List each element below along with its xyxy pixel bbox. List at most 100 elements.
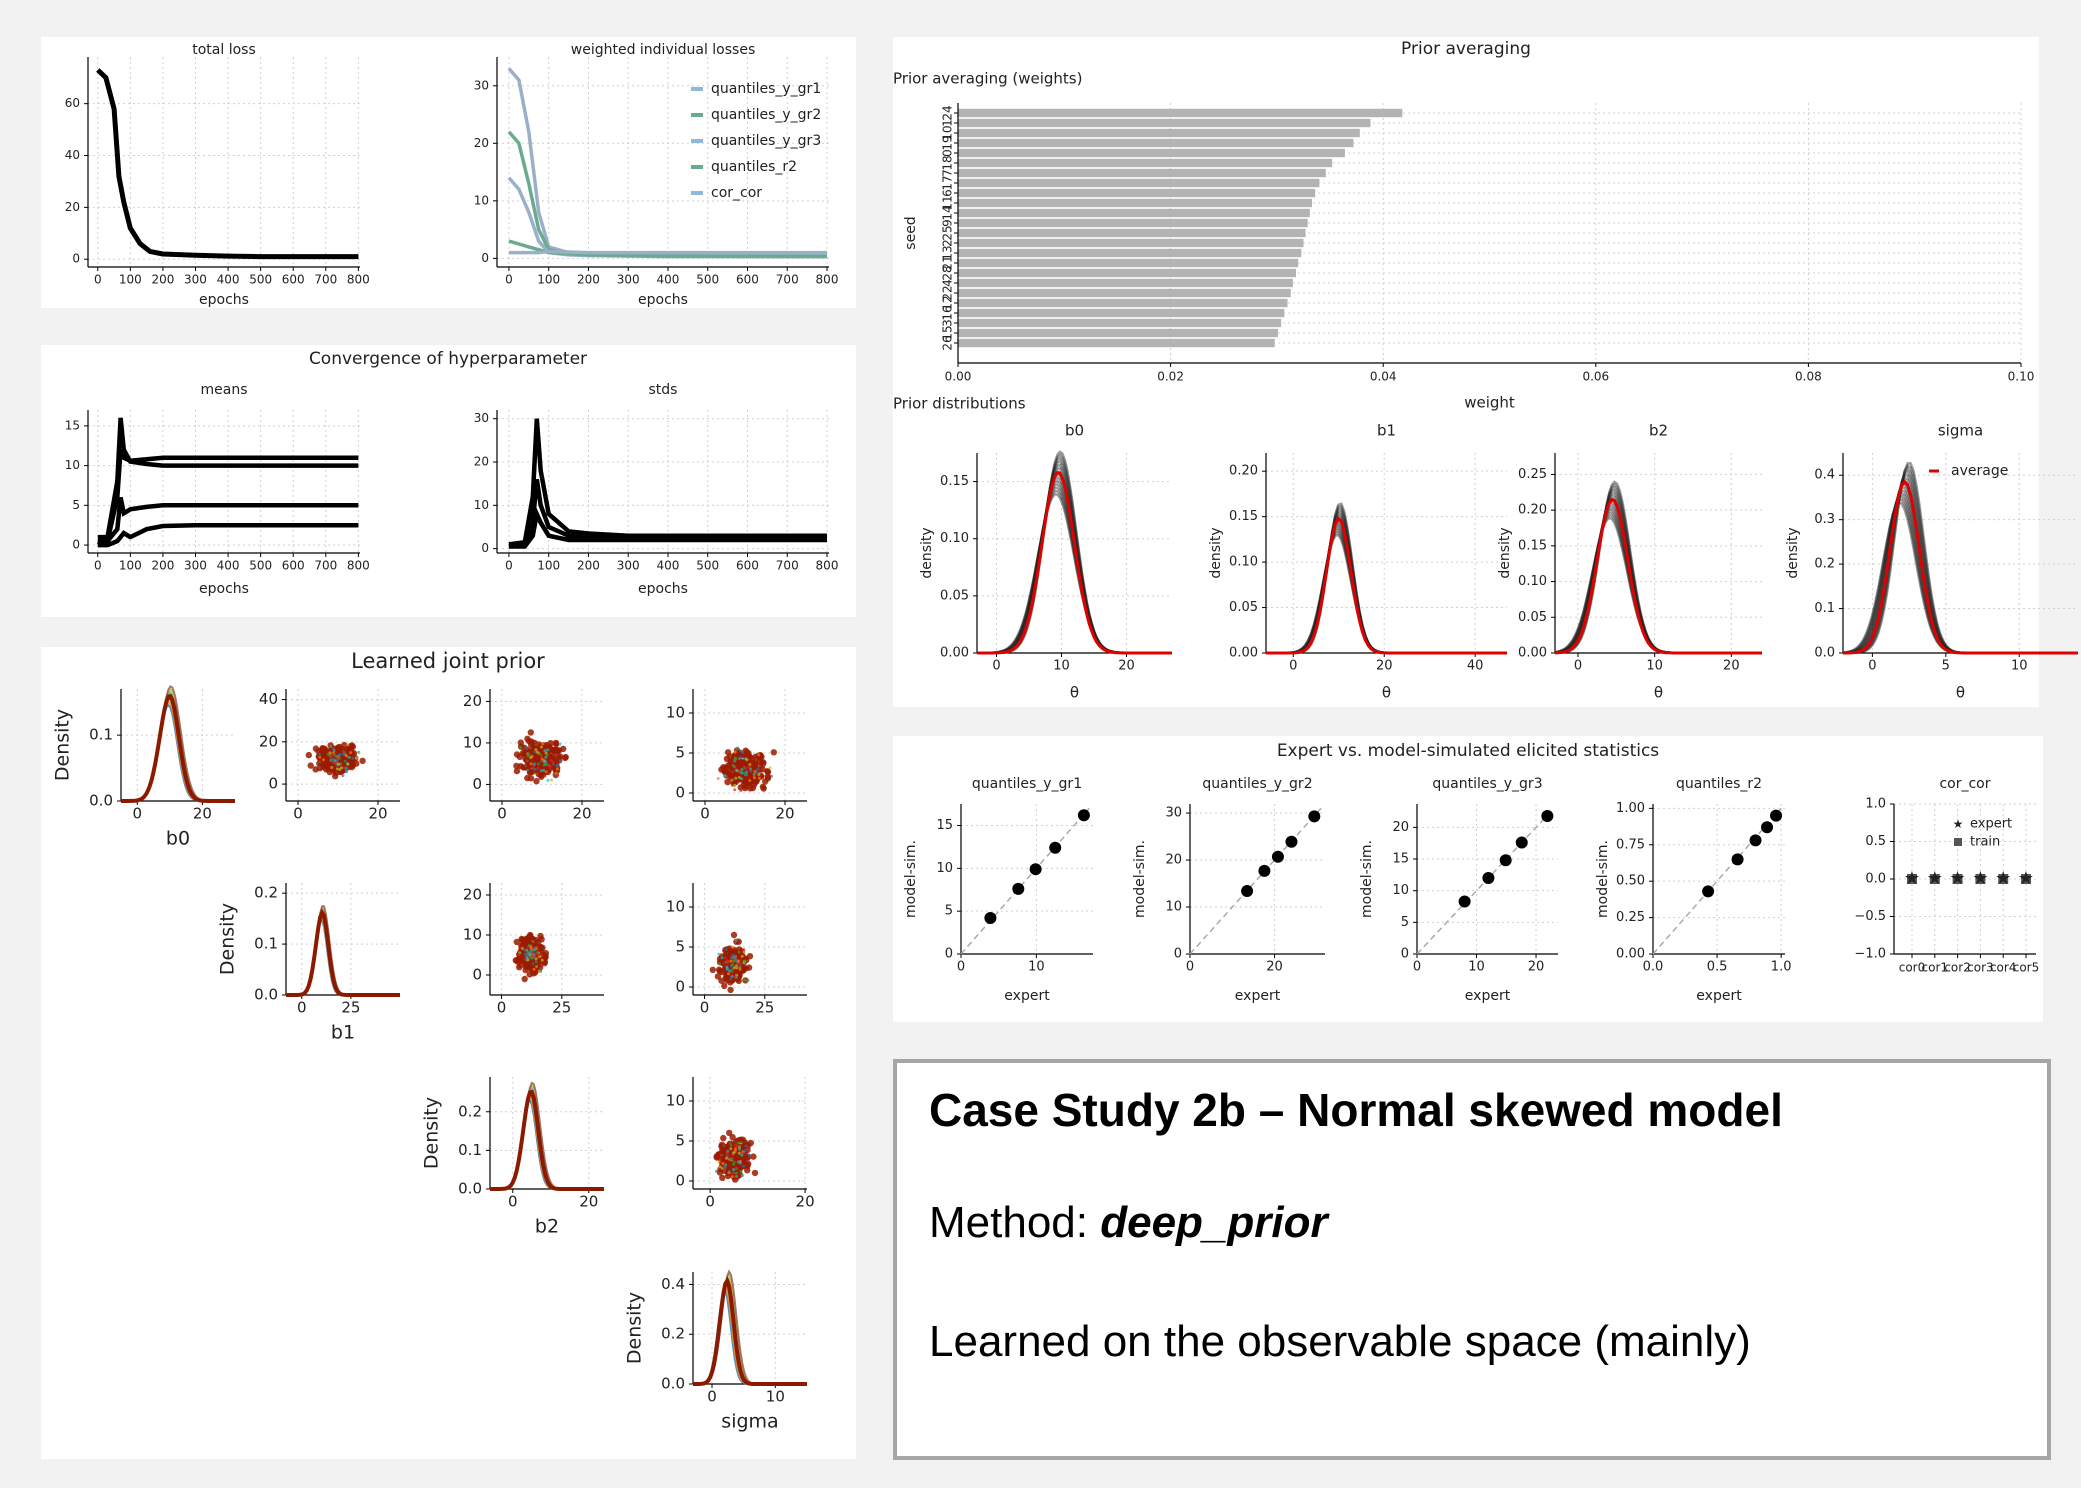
means-line <box>96 496 359 548</box>
scatter-point <box>762 763 766 767</box>
y-tick-label: 40 <box>259 690 278 708</box>
scatter-point <box>537 762 541 766</box>
y-tick-label: 0.3 <box>1814 512 1835 527</box>
weight-bar <box>958 108 1403 118</box>
scatter-point <box>318 760 322 764</box>
scatter-point <box>736 746 740 750</box>
weight-axis-label: weight <box>1464 394 1515 412</box>
elicit-subtitle: quantiles_y_gr2 <box>1202 776 1312 792</box>
seed-tick-label: 21 <box>941 255 955 270</box>
x-tick-label: 0 <box>94 273 102 287</box>
scatter-point <box>558 742 562 746</box>
expert-axis-label: expert <box>1235 988 1281 1004</box>
loss-panel: total loss 0 100 200 300 400 500 600 700 800 0 20 40… <box>41 37 856 308</box>
scatter-point <box>739 1169 743 1173</box>
dist-seed-line <box>1266 505 1507 655</box>
train-legend-label: train <box>1970 835 2000 850</box>
scatter-point <box>733 788 737 792</box>
scatter-point <box>737 950 741 954</box>
scatter-point <box>741 751 745 754</box>
scatter-point <box>742 757 746 761</box>
scatter-point <box>748 779 752 782</box>
y-tick-label: 0.75 <box>1616 837 1645 852</box>
scatter-point <box>539 944 546 951</box>
scatter-point <box>730 931 738 939</box>
scatter-point <box>746 978 750 982</box>
expert-axis-label: expert <box>1004 988 1050 1004</box>
weight-bar <box>958 248 1302 258</box>
scatter-point <box>540 759 544 763</box>
scatter-point <box>732 765 736 769</box>
elicit-point <box>1541 809 1554 822</box>
stds-title: stds <box>649 382 678 398</box>
scatter-point <box>727 979 734 986</box>
scatter-point <box>718 1165 722 1169</box>
y-tick-label: 30 <box>474 78 489 92</box>
x-tick-label: 10 <box>1028 960 1045 975</box>
x-tick-label: 400 <box>657 559 680 573</box>
seed-tick-label: 19 <box>941 135 955 150</box>
scatter-point <box>544 760 547 764</box>
scatter-point <box>517 739 524 746</box>
x-tick-label: 300 <box>617 273 640 287</box>
model-sim-axis-label: model-sim. <box>1595 840 1611 918</box>
seed-tick-label: 25 <box>941 225 955 240</box>
x-tick-label: 20 <box>1528 960 1545 975</box>
y-tick-label: 30 <box>474 411 489 425</box>
y-tick-label: 0.0 <box>89 792 113 810</box>
scatter-point <box>328 755 332 759</box>
legend-label: quantiles_y_gr1 <box>711 81 821 97</box>
scatter-point <box>322 746 329 754</box>
scatter-point <box>332 749 336 753</box>
scatter-point <box>723 755 731 762</box>
theta-axis-label: θ <box>1382 684 1391 702</box>
y-tick-label: 10 <box>474 498 489 512</box>
y-tick-label: 20 <box>463 886 482 904</box>
scatter-point <box>330 766 334 769</box>
seed-tick-label: 4 <box>941 279 955 287</box>
density-axis-label: density <box>1785 527 1801 578</box>
dist-average-line <box>1554 497 1762 655</box>
weight-bar <box>958 328 1278 338</box>
weight-bar <box>958 198 1312 208</box>
scatter-point <box>349 760 356 767</box>
y-tick-label: 0.10 <box>1229 555 1258 570</box>
scatter-point <box>324 757 331 764</box>
elicit-panel: Expert vs. model-simulated elicited stat… <box>893 736 2043 1022</box>
scatter-point <box>744 773 748 777</box>
case-note: Learned on the observable space (mainly) <box>929 1317 1751 1366</box>
scatter-point <box>539 769 543 773</box>
dist-average-line <box>1842 479 2078 655</box>
cor-tick-label: cor3 <box>1967 961 1994 975</box>
y-tick-label: 0.00 <box>940 646 969 661</box>
seed-tick-label: 24 <box>941 105 955 120</box>
y-tick-label: 10 <box>666 1092 685 1110</box>
y-tick-label: 0.05 <box>940 588 969 603</box>
x-tick-label: 500 <box>696 559 719 573</box>
model-sim-axis-label: model-sim. <box>903 840 919 918</box>
dist-average-line <box>977 471 1172 655</box>
scatter-point <box>524 746 528 750</box>
dist-seed-line <box>1266 525 1507 655</box>
scatter-point <box>738 756 742 759</box>
scatter-point <box>715 1169 718 1173</box>
scatter-point <box>756 758 764 765</box>
scatter-point <box>521 975 528 983</box>
x-axis-label: epochs <box>199 292 249 308</box>
elicit-point <box>1482 872 1495 885</box>
scatter-point <box>525 759 529 763</box>
x-tick-label: 200 <box>577 273 600 287</box>
x-tick-label: 0 <box>1413 960 1421 975</box>
dist-seed-line <box>1266 507 1507 655</box>
scatter-point <box>717 952 721 956</box>
x-tick-label: 0 <box>505 559 513 573</box>
x-tick-label: 10 <box>1053 659 1070 674</box>
scatter-point <box>734 1147 737 1151</box>
dist-seed-line <box>1266 528 1507 655</box>
x-tick-label: 20 <box>1266 960 1283 975</box>
scatter-point <box>520 946 524 950</box>
train-legend-marker <box>1954 838 1962 846</box>
scatter-point <box>546 778 550 782</box>
dist-title: Prior distributions <box>893 395 1026 413</box>
scatter-point <box>344 746 351 753</box>
